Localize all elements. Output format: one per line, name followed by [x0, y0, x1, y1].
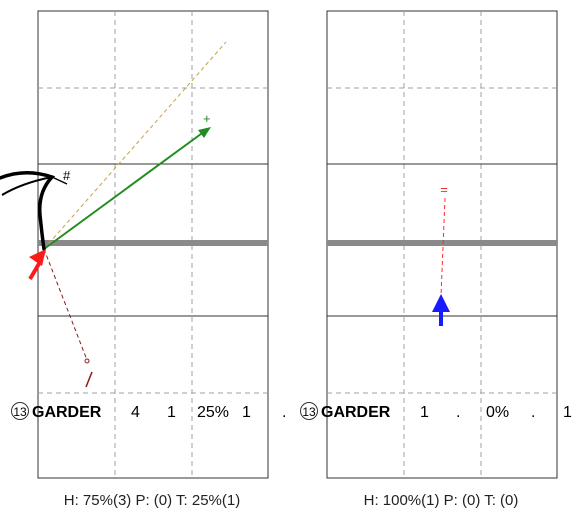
stat-value-1: 1: [420, 404, 429, 421]
stat-value-3: .: [531, 404, 535, 421]
court-left: # + 13 GARDER 4 1 25% 1 . H: 75%(3) P: (…: [0, 10, 286, 509]
attack-arrow-green: [43, 130, 206, 250]
stat-percent: 0%: [486, 404, 509, 421]
stat-row-left: 13 GARDER 4 1 25% 1 .: [11, 402, 286, 421]
stat-percent: 25%: [197, 404, 229, 421]
court-left-grid: [38, 11, 268, 478]
dotted-trajectory-red: [440, 197, 446, 297]
court-right-grid: [327, 11, 557, 478]
origin-arrow-red-head: [29, 249, 46, 266]
attack-arrow-green-head: [198, 127, 211, 138]
dotted-trajectory-gold: [43, 41, 227, 250]
stat-value-1: 4: [131, 404, 140, 421]
footer-summary-left: H: 75%(3) P: (0) T: 25%(1): [64, 492, 240, 509]
player-name: GARDER: [321, 404, 391, 421]
stat-value-3: 1: [242, 404, 251, 421]
player-number: 13: [13, 405, 27, 419]
trajectory-tail-mark: [85, 371, 93, 388]
origin-arrow-red: [28, 260, 42, 281]
stat-value-4: .: [282, 404, 286, 421]
player-name: GARDER: [32, 404, 102, 421]
origin-arrow-blue-head: [432, 294, 450, 312]
net-right: [327, 240, 557, 246]
stat-row-right: 13 GARDER 1 . 0% . 1: [300, 402, 572, 421]
player-path-swoosh: [0, 171, 56, 251]
net-left: [38, 240, 268, 246]
marker-plus: +: [203, 111, 211, 126]
player-path-tick: [51, 176, 68, 185]
stat-value-4: 1: [563, 404, 572, 421]
trajectory-endpoint-circle: [84, 358, 90, 364]
footer-summary-right: H: 100%(1) P: (0) T: (0): [364, 492, 519, 509]
marker-equals: =: [440, 182, 448, 197]
player-number-badge: [300, 402, 318, 420]
stat-value-2: 1: [167, 404, 176, 421]
stat-value-2: .: [456, 404, 460, 421]
marker-hash: #: [63, 168, 71, 183]
player-path-swoosh-inner: [1, 176, 53, 196]
player-number-badge: [11, 402, 29, 420]
court-right: = 13 GARDER 1 . 0% . 1 H: 100%(1) P: (0)…: [300, 10, 572, 509]
player-number: 13: [302, 405, 316, 419]
dotted-trajectory-maroon: [43, 248, 88, 361]
